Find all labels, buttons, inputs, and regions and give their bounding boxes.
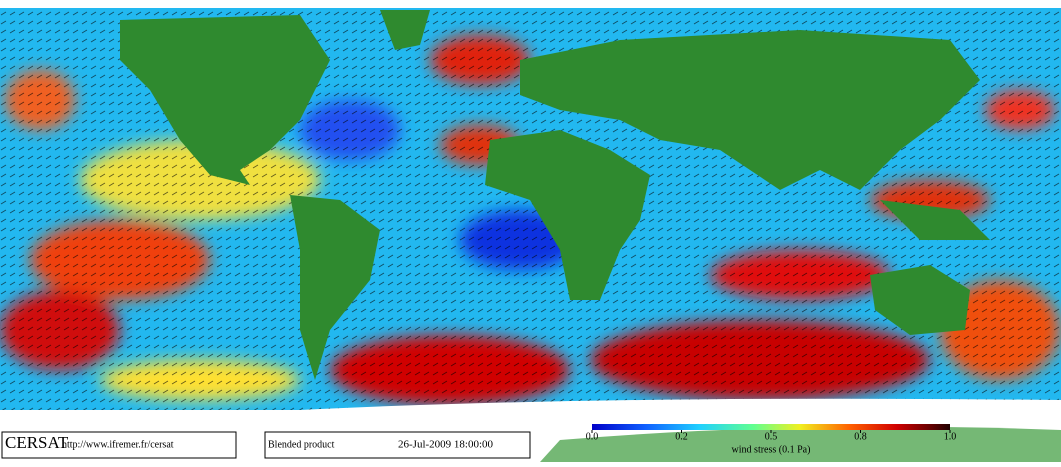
product: Blended product [268,439,335,450]
antarctica [540,426,1061,462]
logo: CERSAT [5,433,69,452]
top-margin [0,0,1061,8]
colorbar-label: wind stress (0.1 Pa) [732,444,811,455]
colorbar-tick-label: 0.5 [765,431,778,442]
colorbar [592,424,950,430]
product-box [264,431,531,459]
url: http://www.ifremer.fr/cersat [62,439,174,450]
info-box [1,431,237,459]
colorbar-tick-label: 1.0 [944,431,957,442]
date: 26-Jul-2009 18:00:00 [398,439,494,451]
colorbar-tick-label: 0.8 [854,431,867,442]
land [120,10,990,380]
colorbar-tick-label: 0.2 [675,431,688,442]
colorbar-tick-label: 0.0 [586,431,599,442]
